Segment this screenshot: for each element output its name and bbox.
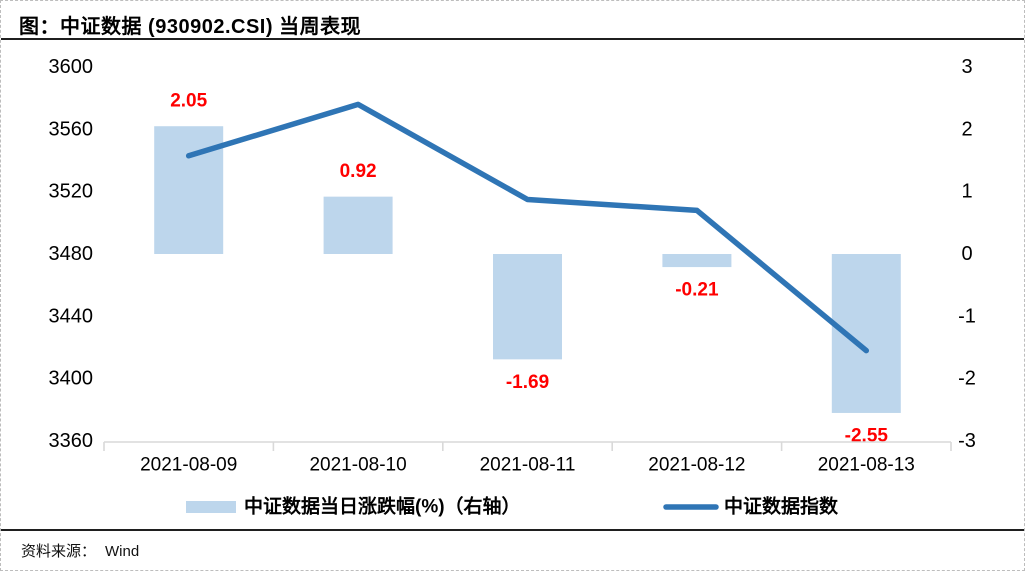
bar-2021-08-11 — [493, 254, 562, 360]
legend-line-label: 中证数据指数 — [724, 495, 839, 518]
x-axis-tick-label: 2021-08-09 — [140, 455, 237, 476]
legend-bar-swatch — [186, 501, 236, 513]
title-divider — [1, 38, 1024, 40]
right-axis-tick-label: 0 — [961, 243, 972, 265]
bar-2021-08-12 — [662, 254, 732, 268]
x-axis-tick-label: 2021-08-12 — [648, 455, 745, 476]
source-label: 资料来源： — [21, 544, 97, 560]
x-axis-tick-label: 2021-08-10 — [309, 455, 406, 476]
bar-2021-08-09 — [154, 126, 224, 254]
right-axis-tick-label: -3 — [958, 430, 976, 452]
right-axis-tick-label: -1 — [958, 305, 976, 327]
source-value: Wind — [105, 543, 140, 560]
bar-value-label: 0.92 — [340, 161, 377, 182]
legend-bar-label: 中证数据当日涨跌幅(%)（右轴） — [244, 495, 521, 518]
bar-value-label: -1.69 — [506, 372, 549, 393]
left-axis-tick-label: 3520 — [49, 181, 94, 203]
left-axis-tick-label: 3600 — [49, 56, 94, 78]
bar-value-label: 2.05 — [170, 91, 207, 112]
footer-divider — [1, 529, 1024, 531]
figure-title: 图：中证数据 (930902.CSI) 当周表现 — [19, 16, 362, 38]
bar-2021-08-10 — [323, 196, 393, 254]
bar-value-label: -2.55 — [845, 425, 889, 446]
right-axis-tick-label: 1 — [961, 181, 972, 203]
right-axis-tick-label: 3 — [961, 56, 972, 78]
bar-value-label: -0.21 — [675, 280, 719, 301]
left-axis-tick-label: 3360 — [49, 430, 94, 452]
left-axis-tick-label: 3480 — [49, 243, 94, 265]
left-axis-tick-label: 3400 — [49, 368, 94, 390]
right-axis-tick-label: 2 — [961, 118, 972, 140]
x-axis-tick-label: 2021-08-13 — [818, 455, 915, 476]
source-note: 资料来源： Wind — [21, 540, 139, 561]
right-axis-tick-label: -2 — [958, 368, 976, 390]
x-axis-tick-label: 2021-08-11 — [480, 455, 576, 476]
left-axis-tick-label: 3440 — [49, 305, 94, 327]
index-line — [185, 101, 870, 354]
left-axis-tick-label: 3560 — [49, 118, 94, 140]
